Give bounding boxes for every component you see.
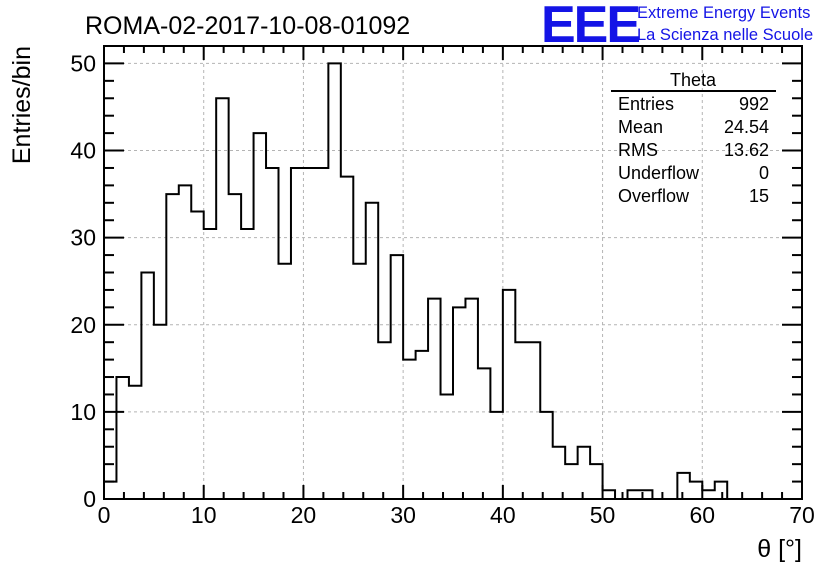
histogram-bin bbox=[391, 255, 403, 499]
histogram-bin bbox=[478, 368, 490, 499]
x-tick-label: 50 bbox=[590, 502, 616, 528]
histogram-bin bbox=[116, 377, 128, 499]
histogram-bin bbox=[241, 229, 253, 499]
histogram-bin bbox=[254, 133, 266, 499]
histogram-bin bbox=[553, 447, 565, 499]
x-axis-title: θ [°] bbox=[757, 535, 802, 563]
histogram-bin bbox=[503, 290, 515, 499]
histogram-bin bbox=[565, 464, 577, 499]
histogram-bin bbox=[204, 229, 216, 499]
histogram-bin bbox=[540, 412, 552, 499]
histogram-bin bbox=[702, 490, 714, 499]
histogram-bin bbox=[279, 264, 291, 499]
histogram-bin bbox=[590, 464, 602, 499]
histogram-bin bbox=[628, 490, 640, 499]
histogram-bin bbox=[353, 264, 365, 499]
histogram-bin bbox=[303, 168, 315, 499]
stats-label-mean: Mean bbox=[618, 117, 663, 137]
stats-label-overflow: Overflow bbox=[618, 186, 690, 206]
eee-logo-mark: EEE bbox=[541, 0, 639, 54]
histogram-bin bbox=[104, 482, 116, 499]
histogram-bin bbox=[453, 307, 465, 499]
histogram-bin bbox=[416, 351, 428, 499]
x-tick-label: 40 bbox=[490, 502, 516, 528]
y-tick-label: 40 bbox=[70, 138, 96, 164]
histogram-bin bbox=[129, 386, 141, 499]
logo-line-2: La Scienza nelle Scuole bbox=[637, 26, 813, 44]
histogram-bin bbox=[366, 203, 378, 499]
histogram-bin bbox=[578, 447, 590, 499]
y-tick-label: 20 bbox=[70, 312, 96, 338]
histogram-bin bbox=[179, 185, 191, 499]
x-tick-label: 10 bbox=[191, 502, 217, 528]
histogram-bin bbox=[465, 299, 477, 499]
y-tick-label: 50 bbox=[70, 50, 96, 76]
y-axis-title: Entries/bin bbox=[8, 46, 36, 164]
tick-labels: 0 10 20 30 40 50 60 70 0 10 20 30 40 50 bbox=[70, 50, 814, 528]
axis-ticks bbox=[103, 45, 803, 500]
stats-label-rms: RMS bbox=[618, 140, 658, 160]
histogram-bin bbox=[441, 394, 453, 499]
stats-value-rms: 13.62 bbox=[724, 140, 769, 160]
stats-value-underflow: 0 bbox=[759, 163, 769, 183]
histogram-bin bbox=[603, 490, 615, 499]
histogram-bin bbox=[677, 473, 689, 499]
x-tick-label: 70 bbox=[789, 502, 815, 528]
histogram-bin bbox=[229, 194, 241, 499]
histogram-bin bbox=[515, 342, 527, 499]
y-tick-label: 0 bbox=[83, 486, 96, 512]
histogram-bin bbox=[216, 98, 228, 499]
stats-value-entries: 992 bbox=[739, 94, 769, 114]
stats-label-underflow: Underflow bbox=[618, 163, 700, 183]
histogram-bin bbox=[490, 412, 502, 499]
histogram-bin bbox=[266, 168, 278, 499]
histogram-bin bbox=[328, 63, 340, 499]
histogram-bin bbox=[316, 168, 328, 499]
histogram-bin bbox=[154, 325, 166, 499]
histogram-bin bbox=[690, 482, 702, 499]
y-tick-label: 30 bbox=[70, 225, 96, 251]
stats-title: Theta bbox=[670, 70, 717, 90]
histogram-bin bbox=[341, 177, 353, 499]
y-tick-label: 10 bbox=[70, 399, 96, 425]
histogram-bin bbox=[715, 482, 727, 499]
x-tick-label: 20 bbox=[291, 502, 317, 528]
stats-value-mean: 24.54 bbox=[724, 117, 769, 137]
stats-box: Theta Entries 992 Mean 24.54 RMS 13.62 U… bbox=[611, 70, 776, 206]
histogram-bin bbox=[141, 273, 153, 500]
x-tick-label: 30 bbox=[390, 502, 416, 528]
histogram-bin bbox=[403, 360, 415, 499]
histogram-bin bbox=[428, 299, 440, 499]
x-tick-label: 60 bbox=[689, 502, 715, 528]
stats-value-overflow: 15 bbox=[749, 186, 769, 206]
histogram-bin bbox=[291, 168, 303, 499]
histogram-bin bbox=[191, 212, 203, 499]
histogram-bin bbox=[528, 342, 540, 499]
histogram-bin bbox=[378, 342, 390, 499]
chart-title: ROMA-02-2017-10-08-01092 bbox=[85, 12, 410, 40]
x-tick-label: 0 bbox=[98, 502, 111, 528]
stats-label-entries: Entries bbox=[618, 94, 674, 114]
histogram-bin bbox=[166, 194, 178, 499]
logo-line-1: Extreme Energy Events bbox=[637, 4, 810, 22]
